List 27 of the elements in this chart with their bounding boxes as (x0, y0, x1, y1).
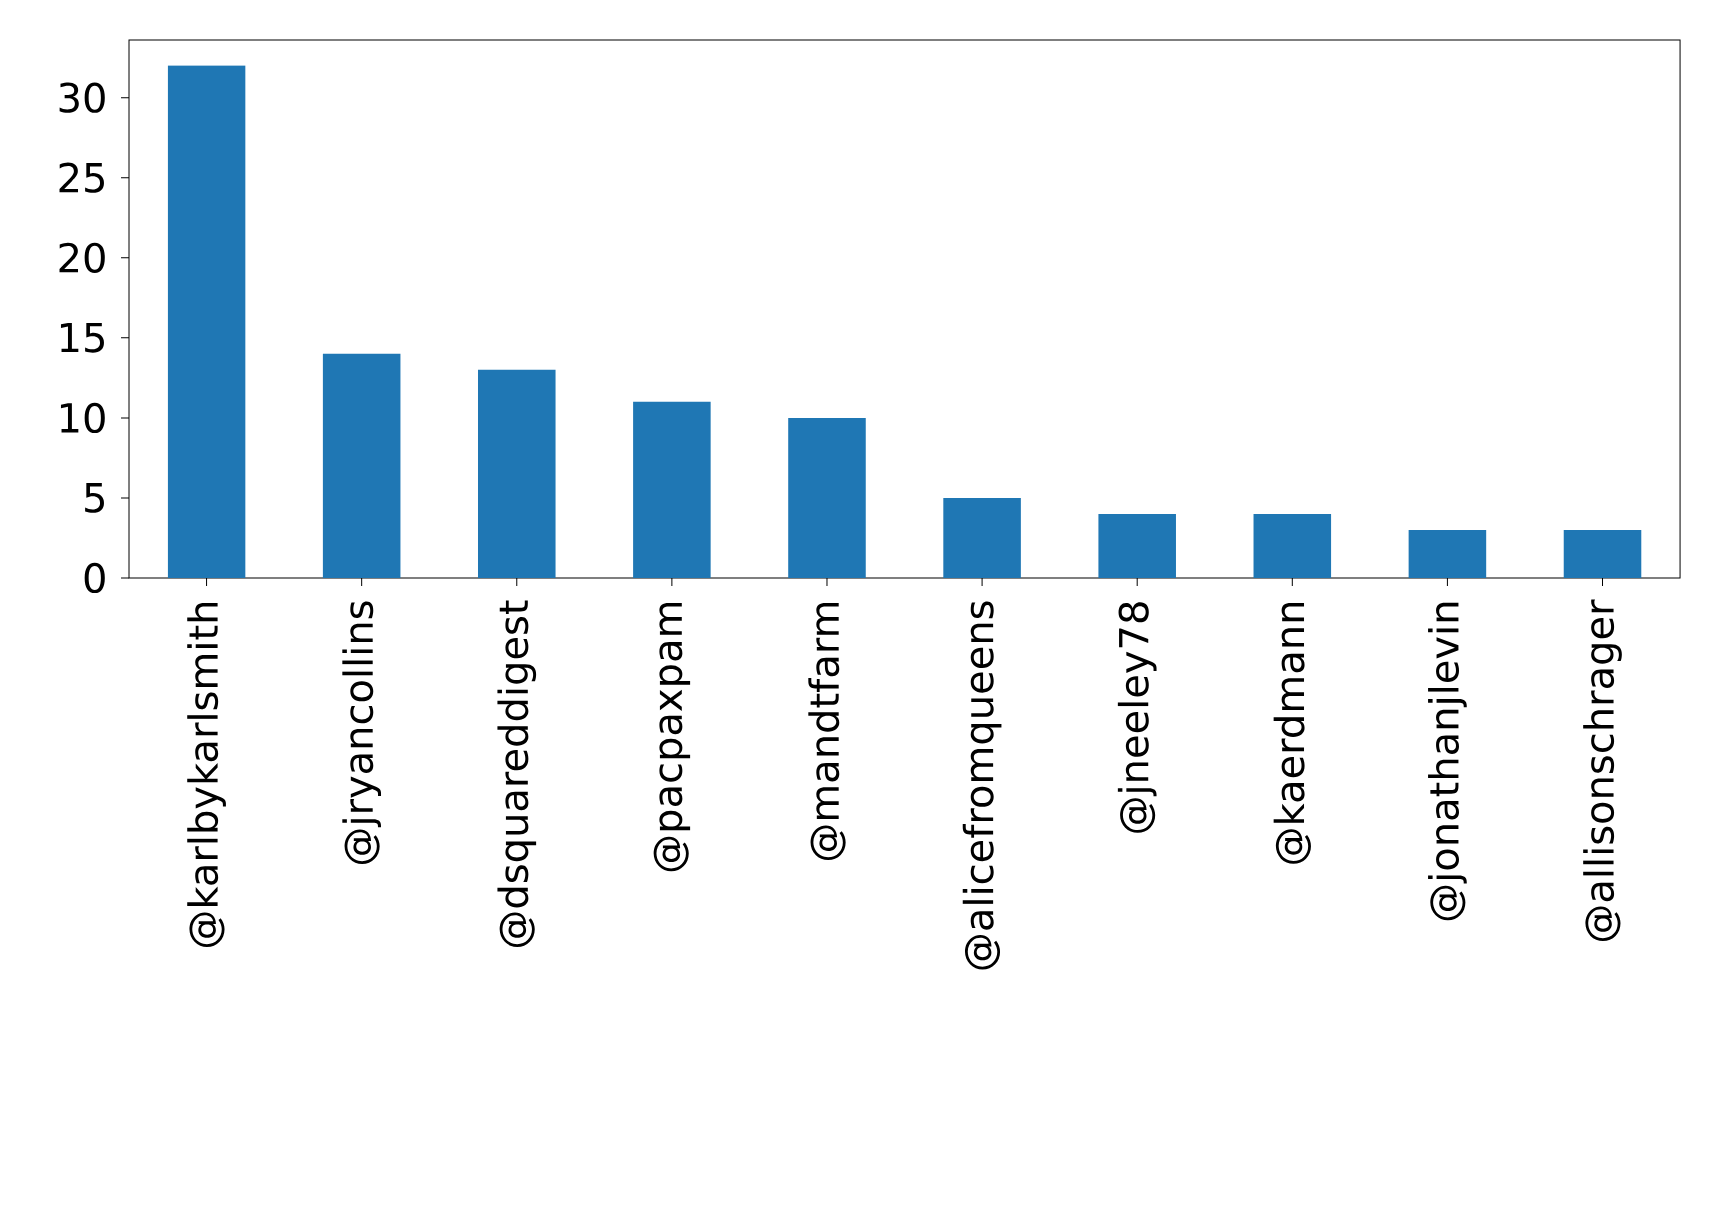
bar (1563, 529, 1642, 578)
x-tick-label: @alicefromqueens (962, 601, 1002, 970)
bar (1408, 529, 1487, 578)
x-tick-label: @jryancollins (342, 601, 382, 864)
y-tick-label: 10 (60, 402, 105, 433)
x-tick-label: @karlbykarlsmith (187, 602, 226, 947)
y-tick-label: 30 (59, 82, 105, 113)
bar (943, 497, 1021, 578)
bar (1098, 513, 1176, 578)
x-tick-label: @pacpaxpam (653, 602, 691, 872)
x-tick-label: @kaerdmann (1273, 602, 1311, 864)
y-tick-label: 20 (59, 242, 105, 273)
y-tick-label: 5 (85, 483, 104, 513)
bar (478, 369, 556, 578)
bar (1253, 513, 1332, 578)
y-tick-label: 25 (59, 162, 104, 193)
x-tick-label: @jonathanjlevin (1428, 602, 1467, 921)
x-tick-label: @jneeley78 (1117, 602, 1157, 833)
x-tick-label: @dsquareddigest (497, 600, 537, 947)
x-tick-label: @allisonschrager (1583, 599, 1622, 941)
bar (322, 353, 401, 578)
bar (167, 65, 246, 578)
x-tick-label: @mandtfarm (808, 602, 846, 861)
y-tick-label: 0 (84, 562, 105, 594)
bar (633, 401, 711, 578)
bar (788, 417, 866, 578)
y-tick-label: 15 (60, 322, 104, 353)
